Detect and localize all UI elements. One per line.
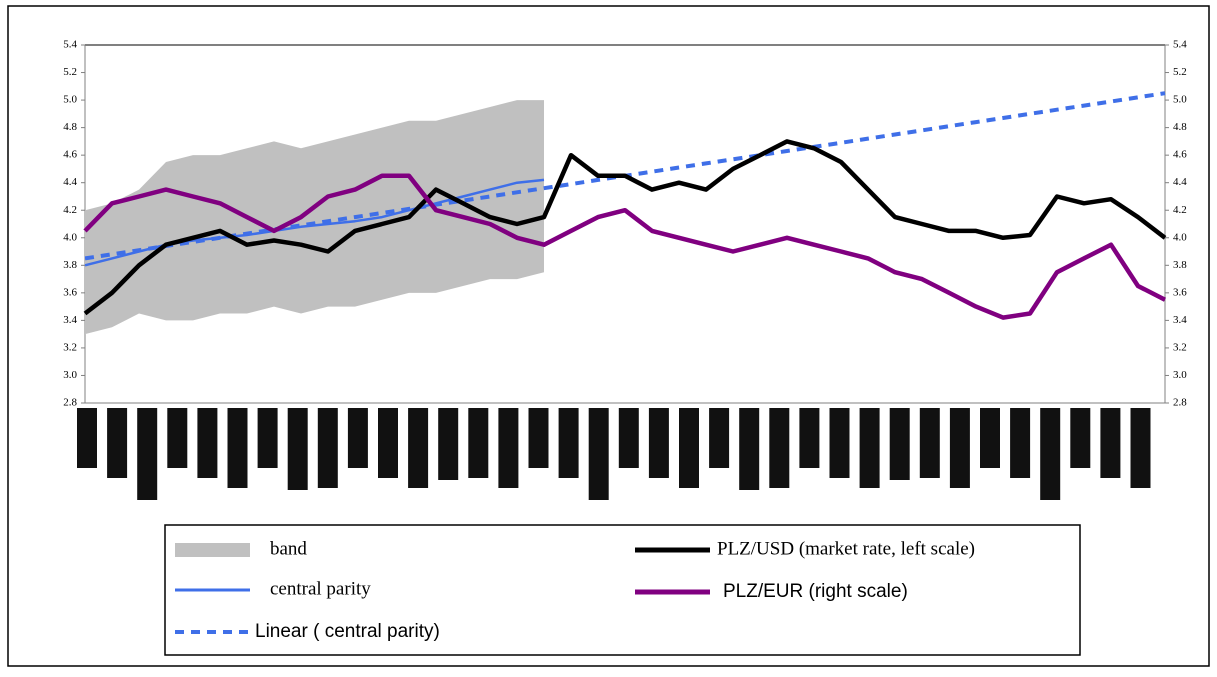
- y-tick-label: 3.6: [63, 286, 77, 298]
- legend-label: PLZ/EUR (right scale): [723, 581, 908, 602]
- legend-box: [164, 524, 1081, 656]
- x-label-block: [889, 408, 910, 480]
- x-label-block: [949, 408, 970, 488]
- x-label-block: [1010, 408, 1031, 478]
- x-label-block: [859, 408, 880, 488]
- x-label-block: [679, 408, 699, 488]
- x-label-block: [829, 408, 850, 478]
- x-label-block: [438, 408, 459, 480]
- y2-tick-label: 3.8: [1173, 259, 1187, 271]
- y2-tick-label: 3.2: [1173, 341, 1187, 353]
- y2-tick-label: 4.8: [1173, 121, 1187, 133]
- x-label-block: [558, 408, 579, 478]
- x-label-block: [347, 408, 368, 468]
- y-tick-label: 5.2: [63, 66, 77, 78]
- x-label-block: [1040, 408, 1061, 500]
- x-label-block: [378, 408, 398, 478]
- x-label-block: [980, 408, 1000, 468]
- x-label-block: [1100, 408, 1121, 478]
- y2-tick-label: 4.0: [1173, 231, 1187, 243]
- x-label-block: [197, 408, 218, 478]
- x-label-block: [227, 408, 248, 488]
- y-tick-label: 5.4: [63, 39, 77, 51]
- y2-tick-label: 4.6: [1173, 149, 1187, 161]
- y-tick-label: 4.6: [63, 149, 77, 161]
- x-label-block: [287, 408, 308, 490]
- y2-tick-label: 5.4: [1173, 39, 1187, 51]
- x-label-block: [257, 408, 278, 468]
- x-label-block: [1130, 408, 1151, 488]
- x-label-block: [468, 408, 489, 478]
- y2-tick-label: 2.8: [1173, 397, 1187, 409]
- y-tick-label: 3.0: [63, 369, 77, 381]
- x-label-block: [618, 408, 639, 468]
- x-label-block: [799, 408, 820, 468]
- x-label-block: [648, 408, 669, 478]
- series-line: [83, 173, 1167, 320]
- chart-border: [7, 5, 1210, 667]
- y2-tick-label: 5.2: [1173, 66, 1187, 78]
- x-label-block: [167, 408, 188, 468]
- y-tick-label: 3.4: [63, 314, 77, 326]
- y-tick-label: 2.8: [63, 397, 77, 409]
- x-label-block: [317, 408, 338, 488]
- x-label-block: [107, 408, 128, 478]
- legend-swatch: [175, 543, 250, 557]
- x-label-block: [137, 408, 158, 500]
- x-label-block: [77, 408, 97, 468]
- x-label-block: [769, 408, 790, 488]
- y2-tick-label: 3.6: [1173, 286, 1187, 298]
- y2-tick-label: 4.4: [1173, 176, 1187, 188]
- x-label-block: [1070, 408, 1091, 468]
- series-line: [83, 139, 1167, 316]
- y2-tick-label: 4.2: [1173, 204, 1187, 216]
- legend-label: band: [270, 538, 307, 559]
- y2-tick-label: 5.0: [1173, 94, 1187, 106]
- x-label-block: [739, 408, 760, 490]
- x-label-block: [588, 408, 609, 500]
- y-tick-label: 4.4: [63, 176, 77, 188]
- legend-label: PLZ/USD (market rate, left scale): [717, 538, 975, 559]
- y2-tick-label: 3.0: [1173, 369, 1187, 381]
- x-label-block: [528, 408, 549, 468]
- x-label-block: [408, 408, 429, 488]
- y2-tick-label: 3.4: [1173, 314, 1187, 326]
- y-tick-label: 4.8: [63, 121, 77, 133]
- y-tick-label: 3.8: [63, 259, 77, 271]
- y-tick-label: 5.0: [63, 94, 77, 106]
- legend-label: central parity: [270, 578, 371, 599]
- y-tick-label: 3.2: [63, 341, 77, 353]
- y-tick-label: 4.2: [63, 204, 77, 216]
- band-area: [85, 100, 544, 335]
- x-label-block: [709, 408, 730, 468]
- legend-label: Linear ( central parity): [255, 621, 440, 642]
- x-label-block: [919, 408, 940, 478]
- legend: band central parity Linear ( central parit…: [175, 538, 975, 642]
- y-tick-label: 4.0: [63, 231, 77, 243]
- x-label-block: [498, 408, 519, 488]
